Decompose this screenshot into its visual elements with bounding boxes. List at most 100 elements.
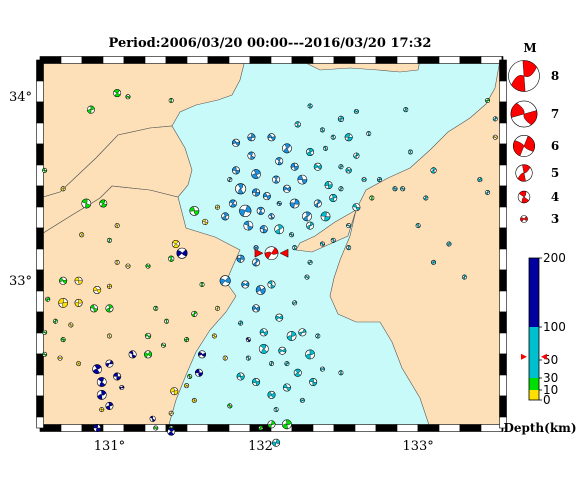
focal-mechanism <box>247 151 256 160</box>
focal-mechanism <box>42 167 48 173</box>
focal-mechanism <box>485 189 491 195</box>
focal-mechanism <box>60 186 66 192</box>
focal-mechanism <box>289 232 295 238</box>
focal-mechanism <box>145 263 151 269</box>
focal-mechanism <box>125 263 131 269</box>
focal-mechanism <box>415 223 421 229</box>
focal-mechanism <box>299 397 305 403</box>
frame-bar-left <box>36 227 44 250</box>
focal-mechanism <box>235 183 247 195</box>
depth-marker-left <box>521 353 527 360</box>
focal-mechanism <box>52 318 58 324</box>
frame-bar-bottom <box>186 424 209 432</box>
frame-bar-right <box>499 290 507 313</box>
focal-mechanism <box>106 237 112 243</box>
focal-mechanism <box>286 331 297 341</box>
focal-mechanism <box>113 372 122 381</box>
focal-mechanism <box>251 169 261 179</box>
focal-mechanism <box>369 195 375 201</box>
focal-mechanism <box>68 322 74 328</box>
focal-mechanism <box>352 203 361 212</box>
frame-bar-top <box>396 56 419 64</box>
focal-mechanism <box>79 232 85 238</box>
focal-mechanism <box>92 364 103 375</box>
focal-mechanism <box>168 255 175 262</box>
focal-mechanism <box>324 181 333 190</box>
frame-bar-right <box>499 185 507 208</box>
frame-bar-left <box>36 59 44 82</box>
focal-mechanism <box>245 337 251 343</box>
focal-mechanism <box>274 224 285 235</box>
focal-mechanism <box>392 186 398 192</box>
frame-bar-bottom <box>123 424 146 432</box>
magnitude-legend: M 8 7 6 5 4 3 <box>508 41 559 226</box>
focal-mechanism <box>232 166 241 175</box>
frame-bar-left <box>36 290 44 313</box>
frame-bar-left <box>36 269 44 292</box>
focal-mechanism <box>485 97 491 103</box>
focal-mechanism <box>313 162 322 171</box>
focal-mechanism <box>149 415 156 422</box>
magnitude-legend-label: 7 <box>551 107 559 121</box>
frame-bar-bottom <box>228 424 251 432</box>
focal-mechanism <box>461 274 467 280</box>
frame-bar-right <box>499 395 507 418</box>
focal-mechanism <box>289 198 300 209</box>
focal-mechanism <box>292 300 298 306</box>
focal-mechanism <box>96 389 107 400</box>
focal-mechanism <box>253 245 259 251</box>
focal-mechanism <box>113 89 122 98</box>
magnitude-legend-symbol <box>520 215 528 223</box>
focal-mechanism <box>214 204 220 210</box>
focal-mechanism <box>267 390 276 399</box>
focal-mechanism <box>407 149 413 155</box>
frame-bar-bottom <box>312 424 335 432</box>
focal-mechanism <box>346 245 352 251</box>
depth-tick-label: 0 <box>543 393 551 407</box>
focal-mechanism <box>294 121 301 128</box>
depth-band <box>529 390 539 400</box>
focal-mechanism <box>276 201 282 207</box>
highlight-focal-mechanism <box>264 246 279 261</box>
focal-mechanism <box>106 283 112 289</box>
focal-mechanism <box>247 133 256 142</box>
frame-bar-bottom <box>480 424 503 432</box>
frame-bar-top <box>123 56 146 64</box>
depth-marker-right <box>541 353 547 360</box>
frame-bar-left <box>36 374 44 397</box>
focal-mechanism <box>256 206 265 215</box>
focal-mechanism <box>114 223 120 229</box>
focal-mechanism <box>259 328 268 337</box>
focal-mechanism <box>492 134 498 140</box>
focal-mechanism <box>258 343 269 354</box>
focal-mechanism <box>323 145 329 151</box>
focal-mechanism <box>99 199 108 208</box>
focal-mechanism <box>128 350 137 359</box>
focal-mechanism <box>361 177 367 183</box>
frame-bar-bottom <box>333 424 356 432</box>
focal-mechanism <box>236 254 245 263</box>
magnitude-legend-label: 6 <box>551 139 559 153</box>
frame-bar-bottom <box>102 424 125 432</box>
frame-bar-top <box>270 56 293 64</box>
focal-mechanism <box>227 177 233 183</box>
magnitude-legend-symbol <box>517 190 531 204</box>
focal-mechanism <box>258 425 264 431</box>
depth-band <box>529 378 539 390</box>
frame-bar-right <box>499 80 507 103</box>
focal-mechanism <box>477 177 483 183</box>
highlight-marker-right <box>279 248 289 258</box>
focal-mechanism <box>58 297 69 308</box>
focal-mechanism <box>284 361 290 367</box>
focal-mechanism <box>164 318 170 324</box>
depth-tick-label: 10 <box>543 383 558 397</box>
focal-mechanism <box>344 133 353 142</box>
focal-mechanism <box>267 133 276 142</box>
frame-bar-right <box>499 227 507 250</box>
focal-mechanism <box>377 177 383 183</box>
focal-mechanism <box>330 237 336 243</box>
focal-mechanism <box>176 247 188 259</box>
focal-mechanisms <box>42 89 498 447</box>
frame-bar-right <box>499 248 507 271</box>
frame-bar-top <box>291 56 314 64</box>
